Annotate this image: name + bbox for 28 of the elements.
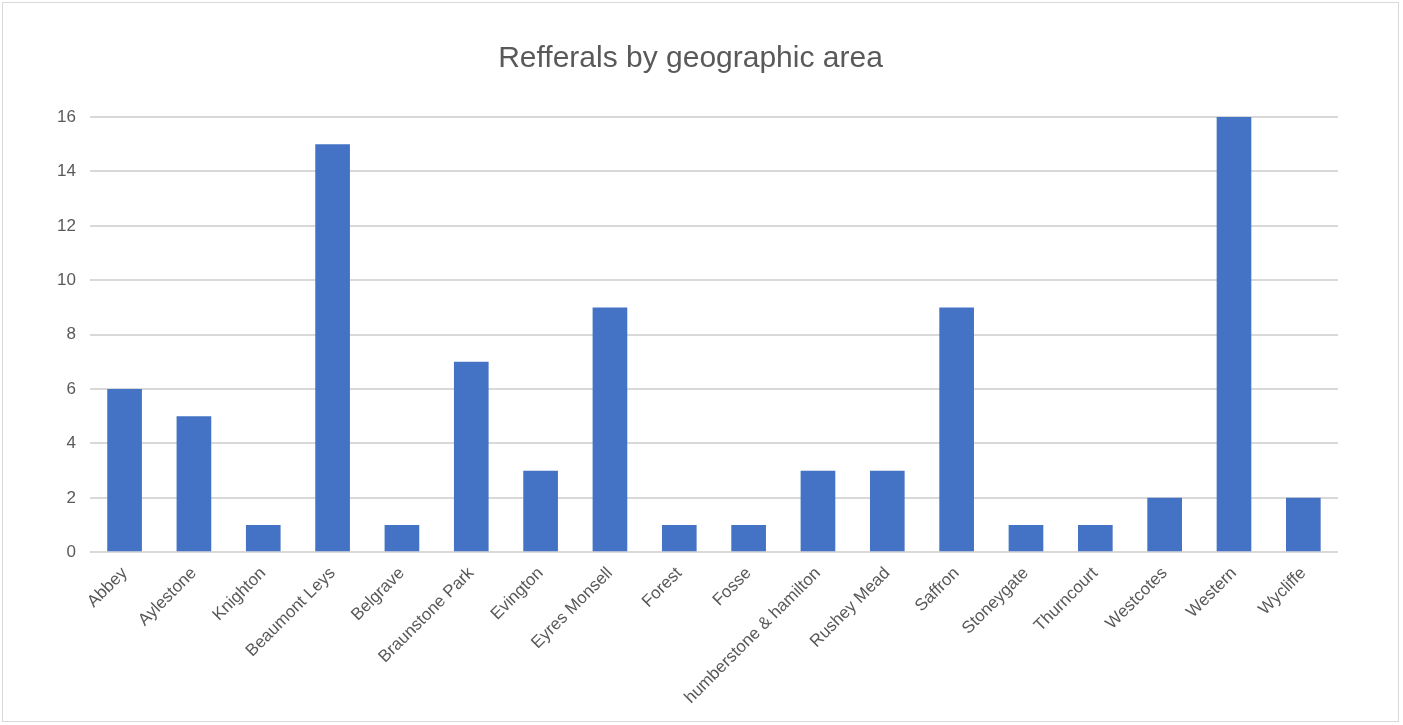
y-tick-label: 16 xyxy=(56,106,76,126)
bar xyxy=(661,525,697,552)
bar xyxy=(107,389,142,552)
y-tick-label: 0 xyxy=(66,541,76,561)
bar xyxy=(176,416,212,552)
bar xyxy=(453,361,489,552)
y-tick-label: 4 xyxy=(66,433,76,453)
bar xyxy=(939,307,974,552)
bar xyxy=(1147,497,1182,552)
y-tick-label: 10 xyxy=(56,269,76,289)
bar xyxy=(1286,497,1321,552)
y-tick-label: 8 xyxy=(66,324,76,344)
chart-title: Refferals by geographic area xyxy=(498,40,884,74)
bar xyxy=(1216,117,1252,552)
bar xyxy=(245,525,281,552)
bar xyxy=(384,525,420,552)
bar xyxy=(523,470,558,552)
y-tick-label: 12 xyxy=(56,215,76,235)
bar xyxy=(315,144,350,552)
y-tick-label: 6 xyxy=(66,378,76,398)
y-tick-label: 14 xyxy=(56,161,76,181)
bar xyxy=(1008,525,1044,552)
bar xyxy=(869,470,905,552)
y-tick-label: 2 xyxy=(66,487,76,507)
bar xyxy=(592,307,628,552)
bar xyxy=(800,470,836,552)
bar xyxy=(1077,525,1113,552)
bar xyxy=(731,525,766,552)
